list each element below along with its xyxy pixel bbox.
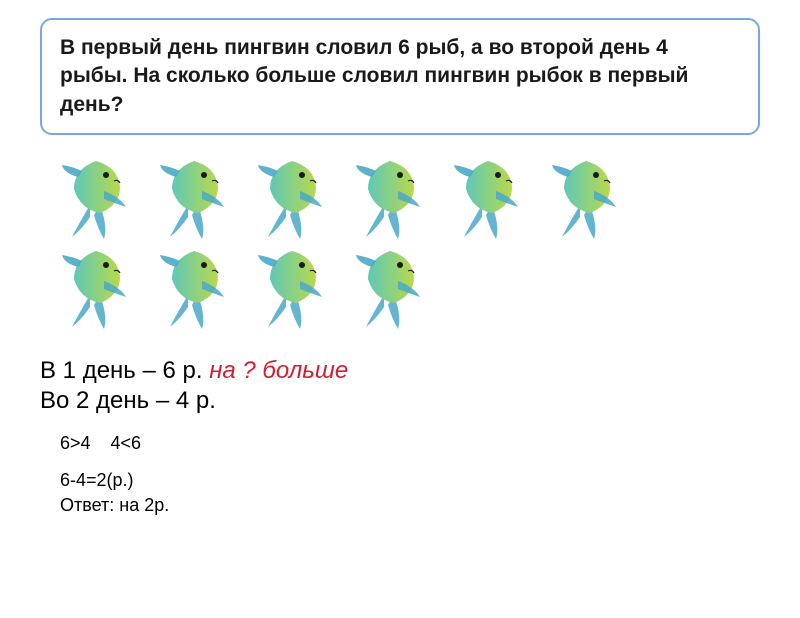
solution-answer: Ответ: на 2р. bbox=[60, 493, 800, 518]
summary-question: на ? больше bbox=[209, 357, 348, 384]
summary-day1-text: В 1 день – 6 р. bbox=[40, 357, 209, 384]
problem-box: В первый день пингвин словил 6 рыб, а во… bbox=[40, 18, 760, 135]
fish-icon bbox=[354, 157, 428, 239]
fish-row-2 bbox=[60, 247, 800, 329]
comparison-line: 6>4 4<6 bbox=[60, 433, 800, 454]
fish-icon bbox=[60, 247, 134, 329]
fish-illustration bbox=[60, 157, 800, 329]
comparison-text: 6>4 4<6 bbox=[60, 433, 141, 453]
fish-icon bbox=[158, 247, 232, 329]
fish-icon bbox=[354, 247, 428, 329]
problem-text: В первый день пингвин словил 6 рыб, а во… bbox=[60, 34, 740, 119]
fish-row-1 bbox=[60, 157, 800, 239]
fish-icon bbox=[256, 157, 330, 239]
problem-summary: В 1 день – 6 р. на ? больше Во 2 день – … bbox=[40, 357, 800, 415]
solution-calc: 6-4=2(р.) bbox=[60, 468, 800, 493]
fish-icon bbox=[550, 157, 624, 239]
fish-icon bbox=[60, 157, 134, 239]
fish-icon bbox=[452, 157, 526, 239]
fish-icon bbox=[158, 157, 232, 239]
solution-block: 6-4=2(р.) Ответ: на 2р. bbox=[60, 468, 800, 518]
summary-line-1: В 1 день – 6 р. на ? больше bbox=[40, 357, 800, 385]
fish-icon bbox=[256, 247, 330, 329]
summary-line-2: Во 2 день – 4 р. bbox=[40, 387, 800, 415]
